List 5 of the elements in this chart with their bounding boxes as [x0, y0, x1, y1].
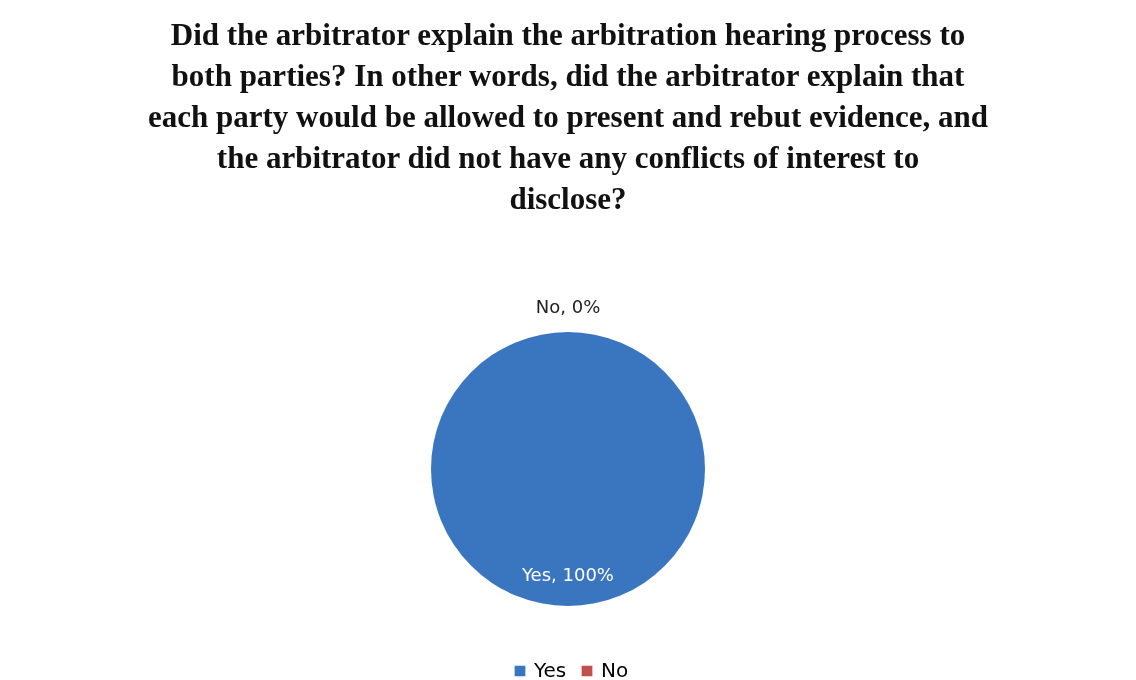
- chart-title: Did the arbitrator explain the arbitration hearing process to both parties? In other words, did the arbitrator explain that each party would be allowed to present and rebut evidence, and the arbitrator did not have any conflicts of interest to disclose?: [147, 17, 989, 216]
- data-label: Yes, 100%: [521, 563, 614, 585]
- legend-label: No: [601, 658, 629, 680]
- text: No, 0%: [535, 296, 601, 317]
- legend-label: Yes: [533, 658, 567, 680]
